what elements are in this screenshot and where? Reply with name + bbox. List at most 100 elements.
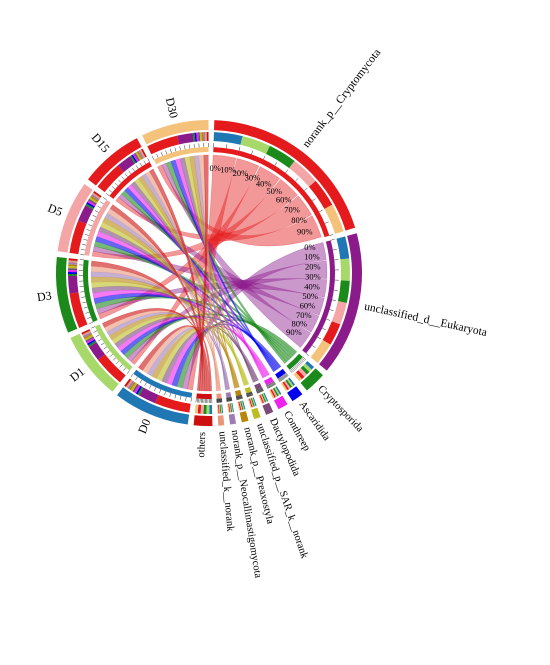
ring-tick — [91, 326, 96, 329]
chord-link — [165, 161, 287, 364]
sector-mid-segment — [147, 135, 180, 155]
ring-tick — [282, 375, 286, 379]
ring-tick — [236, 395, 239, 400]
ring-tick — [298, 361, 302, 365]
ring-tick — [302, 356, 307, 360]
sector-mid-segment — [242, 400, 246, 410]
ring-tick — [246, 393, 249, 398]
ring-tick — [188, 144, 191, 149]
percent-tick-label: 60% — [300, 301, 316, 311]
ring-tick — [277, 378, 281, 383]
sector-outer-arc — [251, 407, 261, 420]
sector-mid-segment — [324, 204, 344, 234]
sector-mid-segment — [134, 384, 141, 394]
sector-mid-segment — [97, 354, 126, 383]
ring-tick — [123, 367, 127, 371]
sector-mid-segment — [271, 388, 278, 398]
percent-tick-label: 80% — [291, 215, 307, 225]
sector-mid-segment — [274, 387, 281, 396]
sector-mid-segment — [68, 264, 78, 267]
percent-tick-label: 10% — [304, 252, 320, 262]
sector-mid-segment — [206, 132, 209, 142]
ring-tick — [119, 364, 123, 368]
ring-tick — [273, 380, 276, 385]
sector-mid-segment — [203, 132, 206, 142]
sector-mid-segment — [86, 201, 95, 209]
ring-tick — [159, 389, 162, 394]
sector-mid-segment — [282, 381, 290, 391]
ring-tick — [304, 187, 308, 191]
ring-tick — [156, 153, 159, 158]
sector-inner-arc — [196, 393, 212, 399]
sample-label: D5 — [46, 201, 65, 219]
ring-tick — [84, 234, 89, 236]
sector-mid-segment — [88, 198, 97, 206]
ring-tick — [299, 360, 303, 364]
ring-tick — [238, 146, 241, 151]
ring-tick — [98, 338, 102, 342]
sector-mid-segment — [221, 404, 224, 414]
ring-tick — [269, 383, 273, 387]
sector-mid-segment — [300, 365, 310, 375]
sector-mid-segment — [78, 205, 94, 224]
ring-tick — [283, 374, 286, 379]
ring-tick — [267, 384, 270, 389]
sector-mid-segment — [133, 152, 141, 162]
ring-tick — [139, 379, 143, 384]
sector-inner-arc — [153, 147, 209, 165]
ring-tick — [239, 395, 241, 400]
sector-mid-segment — [68, 272, 78, 275]
sector-mid-segment — [200, 404, 204, 414]
sector-mid-segment — [238, 401, 242, 411]
sector-mid-segment — [340, 258, 350, 281]
ring-tick — [164, 391, 167, 396]
sector-mid-segment — [206, 404, 210, 414]
ring-tick — [235, 396, 238, 401]
chord-ribbons — [90, 154, 328, 392]
ring-tick — [80, 291, 85, 293]
ring-tick — [319, 209, 323, 213]
sector-mid-segment — [289, 160, 316, 187]
ring-tick — [251, 150, 254, 155]
sector-mid-segment — [219, 404, 222, 414]
sector-mid-segment — [86, 337, 95, 344]
sector-inner-arc — [286, 353, 303, 370]
sector-mid-segment — [322, 321, 341, 345]
ring-tick — [174, 394, 177, 399]
sector-mid-segment — [135, 385, 143, 395]
sector-mid-segment — [298, 367, 307, 377]
sector-mid-segment — [135, 151, 142, 161]
sector-inner-arc — [216, 393, 222, 399]
sector-mid-segment — [288, 377, 296, 386]
ring-tick — [149, 384, 152, 389]
ring-tick — [259, 388, 262, 393]
ring-tick — [226, 144, 228, 149]
ring-tick — [255, 389, 258, 394]
ring-tick — [258, 388, 261, 393]
sector-mid-segment — [194, 404, 199, 414]
percent-tick-label: 10% — [220, 165, 236, 175]
sector-mid-segment — [275, 386, 282, 395]
chord-link — [130, 158, 260, 365]
ring-tick — [226, 397, 229, 402]
percent-tick-label: 90% — [286, 327, 302, 337]
ring-tick — [112, 357, 116, 361]
ring-tick — [239, 395, 241, 400]
ring-tick — [249, 392, 252, 397]
percent-tick-label: 50% — [302, 291, 318, 301]
percent-ticks: 0% 10%20%30%40%50%60%70%80%90%0%10%20%30%… — [210, 163, 321, 337]
ring-tick — [281, 375, 285, 380]
sector-mid-segment — [239, 401, 243, 411]
sector-mid-segment — [69, 292, 88, 328]
ring-tick — [263, 155, 266, 160]
chord-link — [118, 193, 320, 333]
sector-mid-segment — [199, 132, 202, 142]
sector-mid-segment — [130, 382, 138, 392]
ring-tick — [283, 374, 287, 378]
sector-outer-arc — [239, 411, 249, 423]
percent-tick-label: 80% — [291, 319, 307, 329]
ring-tick — [239, 395, 242, 400]
sector-mid-segment — [136, 151, 143, 160]
sector-mid-segment — [69, 220, 87, 255]
sector-mid-segment — [205, 132, 207, 142]
